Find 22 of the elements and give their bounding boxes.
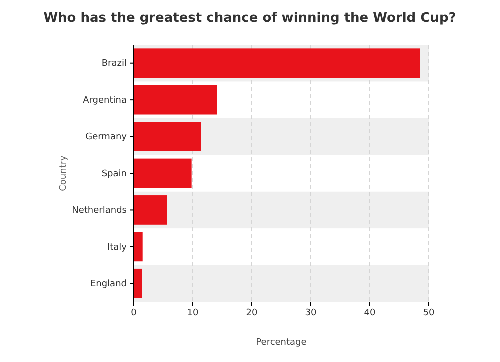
x-axis-title: Percentage	[256, 338, 308, 348]
y-tick-label: Germany	[86, 132, 128, 143]
bar	[134, 122, 202, 152]
x-tick-label: 10	[187, 308, 199, 318]
bar	[134, 85, 218, 115]
chart-title: Who has the greatest chance of winning the World Cup?	[44, 11, 456, 26]
bar	[134, 268, 142, 298]
bar	[134, 196, 168, 225]
y-tick-label: Argentina	[83, 96, 127, 106]
y-tick-label: Brazil	[102, 59, 127, 70]
bar	[134, 158, 192, 188]
y-tick-label: Italy	[107, 242, 128, 253]
x-tick-label: 30	[305, 308, 317, 318]
bar	[134, 232, 143, 262]
x-tick-label: 40	[364, 308, 376, 318]
y-tick-label: England	[90, 280, 127, 290]
x-tick-label: 50	[423, 308, 435, 318]
y-tick-label: Netherlands	[72, 206, 128, 216]
y-tick-label: Spain	[102, 169, 127, 180]
x-tick-label: 20	[246, 308, 258, 318]
x-tick-label: 0	[131, 308, 138, 318]
y-axis-title: Country	[59, 154, 69, 192]
